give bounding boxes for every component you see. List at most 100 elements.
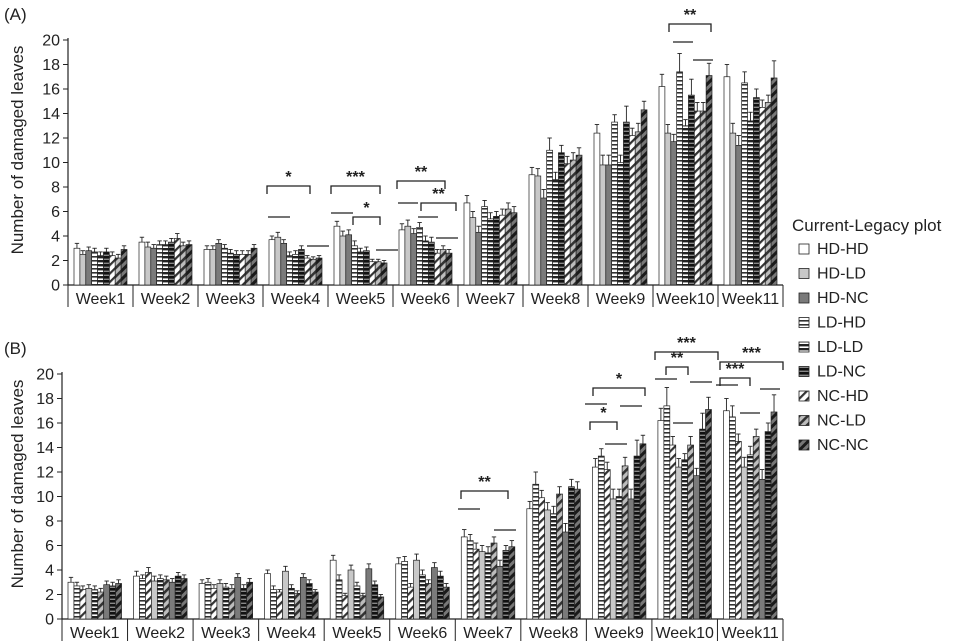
bar-nc-hd-week3	[238, 254, 246, 286]
y-tick-label: 2	[51, 253, 60, 270]
bar-ld-nc-week1	[103, 251, 110, 286]
x-tick-label-week5: Week5	[336, 291, 386, 308]
bar-hd-hd-week1	[67, 581, 75, 620]
x-tick-label-week11: Week11	[722, 625, 779, 642]
significance-bracket	[668, 23, 712, 32]
bar-nc-ld-week2	[162, 579, 170, 620]
bar-ld-hd-week11	[729, 416, 736, 620]
significance-label: ***	[726, 361, 745, 378]
bar-nc-nc-week2	[185, 244, 193, 286]
bar-nc-ld-week10	[699, 110, 707, 286]
y-tick-label: 14	[42, 106, 60, 123]
bar-ld-ld-week9	[615, 496, 623, 620]
bar-hd-hd-week3	[198, 583, 206, 620]
x-tick-label-week4: Week4	[271, 291, 321, 308]
panel-a-ylabel: Number of damaged leaves	[8, 46, 27, 255]
bar-hd-nc-week11	[758, 479, 766, 620]
bar-nc-hd-week5	[368, 261, 376, 286]
bar-ld-hd-week1	[91, 251, 98, 286]
bar-nc-ld-week10	[687, 444, 694, 620]
bar-hd-nc-week4	[299, 576, 307, 620]
bar-hd-ld-week11	[729, 132, 737, 286]
bar-hd-nc-week1	[85, 250, 93, 286]
x-tick-label-week5: Week5	[332, 625, 382, 642]
bar-ld-hd-week5	[335, 579, 343, 620]
bar-nc-hd-week9	[603, 469, 611, 620]
x-tick-label-week9: Week9	[596, 291, 646, 308]
y-tick-label: 18	[42, 57, 60, 74]
bar-hd-ld-week5	[339, 235, 347, 286]
bar-nc-ld-week6	[439, 249, 447, 286]
bar-nc-nc-week11	[770, 77, 778, 286]
bar-nc-ld-week11	[764, 102, 772, 286]
bar-nc-nc-week3	[246, 581, 253, 620]
y-tick-label: 20	[36, 367, 54, 384]
bar-hd-ld-week1	[79, 254, 87, 286]
significance-label: **	[684, 7, 697, 24]
legend-swatch-nc-nc	[798, 439, 810, 451]
bar-ld-ld-week8	[552, 179, 559, 286]
x-tick-label-week3: Week3	[201, 625, 251, 642]
significance-label: *	[363, 200, 370, 217]
legend-swatch-ld-nc	[798, 366, 810, 377]
bar-nc-nc-week5	[380, 262, 388, 286]
bar-ld-nc-week7	[502, 550, 510, 620]
panel-b-ylabel: Number of damaged leaves	[8, 380, 27, 589]
bar-hd-ld-week2	[144, 246, 152, 286]
bar-hd-ld-week11	[740, 466, 748, 620]
bar-hd-hd-week11	[723, 76, 731, 286]
bar-nc-ld-week4	[309, 258, 317, 286]
bar-ld-ld-week5	[353, 585, 361, 620]
bar-ld-ld-week11	[747, 120, 754, 286]
bar-ld-hd-week4	[270, 589, 277, 620]
bar-ld-nc-week11	[764, 431, 772, 620]
bar-hd-ld-week2	[151, 580, 158, 620]
legend-swatch-ld-hd	[798, 317, 810, 328]
bar-nc-hd-week10	[693, 110, 701, 286]
bar-nc-hd-week1	[79, 589, 87, 620]
x-tick-label-week7: Week7	[463, 625, 513, 642]
bar-ld-nc-week4	[305, 583, 313, 620]
y-tick-label: 8	[45, 514, 54, 531]
bar-nc-ld-week8	[569, 159, 577, 286]
bar-ld-hd-week3	[221, 247, 228, 286]
significance-label: **	[432, 186, 445, 203]
bar-hd-nc-week9	[627, 498, 635, 620]
bar-hd-hd-week10	[658, 86, 666, 286]
y-tick-label: 18	[36, 391, 54, 408]
bar-hd-hd-week7	[463, 202, 471, 286]
y-tick-label: 20	[42, 33, 60, 50]
bar-hd-hd-week9	[593, 132, 601, 286]
y-tick-label: 0	[51, 278, 60, 295]
x-tick-label-week8: Week8	[529, 625, 579, 642]
bar-ld-ld-week6	[422, 240, 429, 286]
panel-a-chart: 0 2 4 6 8 10 12 14 16 18 20 Week1 Week2 Week3 Week4 Wee…	[42, 7, 784, 308]
bar-ld-ld-week4	[292, 254, 299, 286]
bar-ld-ld-week7	[484, 552, 492, 620]
significance-label: *	[616, 371, 623, 388]
bar-nc-hd-week2	[173, 238, 181, 286]
bar-nc-ld-week8	[556, 493, 563, 620]
bar-nc-ld-week7	[490, 542, 498, 620]
significance-label: **	[415, 164, 428, 181]
bar-ld-nc-week11	[753, 97, 760, 286]
bar-ld-nc-week9	[623, 121, 630, 286]
bar-ld-nc-week6	[428, 241, 435, 286]
bar-ld-nc-week7	[493, 216, 500, 286]
bar-ld-ld-week10	[681, 459, 689, 620]
significance-bracket	[589, 421, 618, 430]
bar-ld-ld-week11	[746, 454, 754, 620]
bar-nc-hd-week11	[735, 441, 742, 620]
legend-label-nc-nc: NC-NC	[817, 437, 869, 454]
bar-ld-hd-week4	[286, 255, 293, 286]
bar-hd-hd-week2	[133, 575, 140, 620]
bar-hd-ld-week10	[664, 132, 672, 286]
bar-ld-ld-week10	[682, 125, 689, 286]
bar-hd-hd-week5	[333, 225, 341, 286]
bar-hd-hd-week3	[203, 249, 211, 286]
bar-hd-hd-week5	[329, 559, 337, 620]
bar-ld-nc-week5	[371, 584, 379, 620]
bar-ld-hd-week7	[466, 540, 474, 620]
panel-b-label: (B)	[4, 339, 27, 358]
bar-ld-ld-week3	[227, 252, 234, 286]
